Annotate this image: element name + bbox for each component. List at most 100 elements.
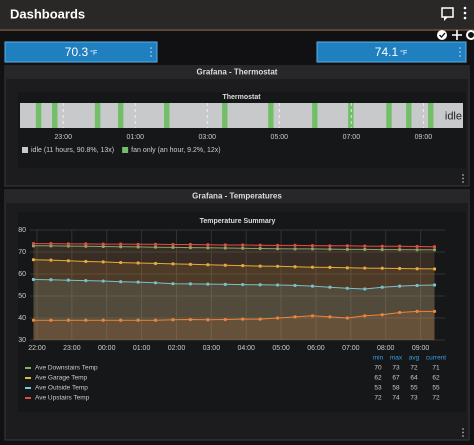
data-point [136,242,140,246]
data-point [66,242,70,246]
data-point [31,277,36,282]
legend-stat: 73 [392,365,400,372]
tile[interactable] [4,41,158,63]
data-point [310,244,315,248]
data-point [380,285,384,289]
data-point [188,282,193,286]
data-point [101,244,105,249]
data-point [345,316,349,320]
tile[interactable] [316,41,467,63]
header-title: Dashboards [10,6,85,21]
panel-title: Grafana - Thermostat [197,68,278,77]
chat-icon[interactable] [441,7,454,21]
data-point [276,243,280,247]
state-annotation: idle [445,110,462,122]
data-point [363,244,367,248]
legend-swatch [25,367,31,369]
data-point [153,242,158,246]
data-point [66,259,70,263]
data-point [380,266,384,270]
legend-column-header: current [426,355,446,362]
data-point [119,280,123,284]
tile-unit: °F [400,49,407,57]
data-point [345,247,349,251]
data-point [188,262,193,266]
data-point [432,248,437,252]
data-point [66,278,70,282]
panel-title: Grafana - Temperatures [192,192,282,201]
data-point [223,263,227,267]
data-point [153,261,158,266]
data-point [171,318,175,322]
data-point [84,279,88,283]
data-point [49,244,53,248]
data-point [293,243,297,247]
tile-unit: °F [90,49,97,57]
panel-menu[interactable] [462,174,464,183]
data-point [31,244,36,248]
data-point [206,243,210,247]
data-point [223,243,227,247]
data-point [398,284,402,288]
y-tick-label: 80 [18,227,26,234]
state-segment [222,103,228,128]
data-point [171,282,175,286]
state-segment [312,103,318,128]
state-segment [406,103,412,128]
x-tick-label: 07:00 [343,134,361,141]
menu-dot [462,177,464,180]
data-point [206,246,210,250]
legend-stat: 55 [410,385,418,392]
data-point [171,262,175,266]
legend-stat: 73 [410,395,418,402]
data-point [310,284,315,288]
data-point [398,266,402,271]
data-point [415,309,419,313]
data-point [101,279,105,283]
data-point [293,247,297,251]
data-point [415,248,419,252]
menu-icon[interactable] [463,6,467,20]
data-point [223,246,227,250]
legend-swatch [22,147,28,153]
data-point [31,318,36,322]
state-segment [268,103,274,128]
data-point [363,247,367,251]
data-point [310,247,315,251]
data-point [363,266,367,270]
x-tick-label: 03:00 [199,134,217,141]
menu-dot [462,174,464,176]
data-point [345,244,349,248]
series-area [33,279,435,340]
header-border [0,29,474,31]
data-point [310,314,315,318]
data-point [136,280,140,284]
menu-dot [462,428,464,430]
series-line [33,259,435,270]
data-point [241,317,245,321]
data-point [66,244,70,248]
data-point [415,244,419,249]
data-point [119,318,123,322]
legend-column-header: min [373,355,384,362]
data-point [345,266,349,270]
data-point [276,247,280,251]
data-point [206,263,210,267]
legend-stat: 71 [432,365,440,372]
legend-swatch [25,377,31,379]
panel-header [5,66,469,79]
data-point [101,260,105,264]
toolbar-icons[interactable] [437,30,474,40]
legend-stat: 62 [432,375,440,382]
data-point [328,315,332,319]
panel-menu[interactable] [462,428,464,437]
y-tick-label: 30 [18,337,26,344]
legend-stat: 62 [374,375,382,382]
series-area [33,245,435,340]
data-point [206,318,210,322]
data-point [415,283,419,288]
y-tick-label: 40 [18,315,26,322]
x-tick-label: 06:00 [307,345,325,352]
data-point [328,247,332,251]
